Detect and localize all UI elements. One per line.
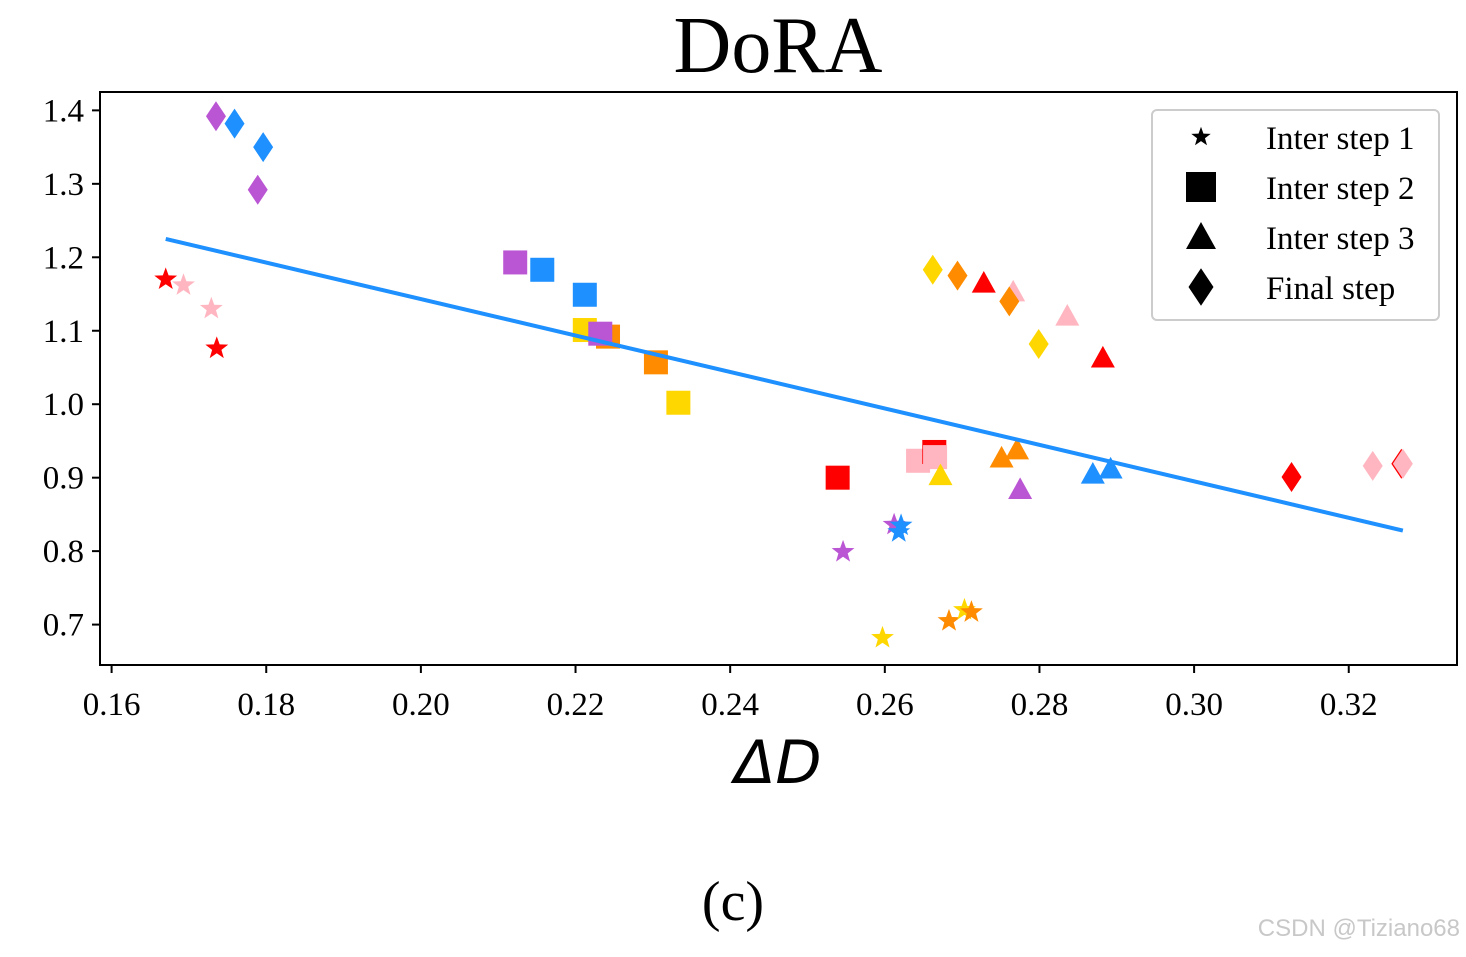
y-tick-label: 1.2: [43, 240, 84, 276]
legend-box: [1151, 109, 1440, 321]
trend-line: [165, 236, 1404, 533]
x-tick-label: 0.30: [1165, 687, 1223, 723]
x-tick-label: 0.24: [701, 687, 759, 723]
x-tick-label: 0.16: [83, 687, 141, 723]
data-point-star: [172, 273, 195, 295]
x-tick-label: 0.28: [1011, 687, 1069, 723]
x-axis-label: ΔD: [730, 728, 821, 798]
data-point-triangle: [1055, 304, 1080, 326]
data-point-star: [937, 608, 961, 631]
x-tick-label: 0.26: [856, 687, 914, 723]
y-tick-label: 0.9: [43, 461, 84, 497]
chart-title: DoRA: [674, 2, 883, 90]
figure-caption: (c): [701, 871, 765, 933]
legend-label: Inter step 1: [1266, 121, 1414, 157]
data-point-square: [503, 250, 528, 275]
data-point-star: [199, 296, 223, 319]
y-tick-label: 1.3: [43, 167, 84, 203]
plot-frame: [99, 91, 1458, 666]
data-point-diamond: [1362, 450, 1383, 481]
legend-marker-square: [1186, 172, 1216, 202]
y-tick-label: 0.8: [43, 534, 84, 570]
data-point-diamond: [224, 108, 245, 139]
data-point-diamond: [1392, 448, 1413, 479]
data-point-diamond: [1028, 328, 1049, 359]
data-point-diamond: [922, 254, 943, 285]
data-point-triangle: [1080, 462, 1105, 484]
data-point-square: [923, 445, 948, 470]
x-tick-label: 0.32: [1320, 687, 1378, 723]
legend-marker-triangle: [1186, 222, 1216, 249]
data-point-diamond: [947, 260, 968, 291]
y-tick-label: 1.1: [43, 314, 84, 350]
y-tick-label: 0.7: [43, 608, 84, 644]
data-point-star: [960, 600, 983, 622]
data-point-star: [154, 267, 178, 290]
y-tick-label: 1.0: [43, 387, 84, 423]
data-point-diamond: [999, 286, 1020, 317]
data-point-triangle: [928, 463, 953, 486]
x-tick-label: 0.20: [392, 687, 450, 723]
legend-marker-star: [1191, 126, 1211, 146]
data-point-triangle: [1090, 345, 1115, 368]
data-point-square: [666, 390, 691, 415]
watermark: CSDN @Tiziano68: [1257, 915, 1460, 942]
data-point-triangle: [989, 445, 1014, 468]
data-point-square: [530, 257, 555, 282]
legend-label: Final step: [1266, 271, 1395, 307]
data-point-star: [205, 336, 229, 359]
data-point-diamond: [205, 101, 226, 132]
x-tick-label: 0.18: [237, 687, 295, 723]
data-point-star: [831, 539, 855, 562]
y-tick-label: 1.4: [43, 93, 84, 129]
data-point-triangle: [1098, 456, 1123, 479]
x-tick-label: 0.22: [547, 687, 605, 723]
legend-label: Inter step 2: [1266, 171, 1414, 207]
data-point-diamond: [1281, 461, 1302, 492]
data-point-diamond: [247, 174, 268, 205]
data-point-diamond: [253, 132, 274, 163]
legend-marker-diamond: [1188, 268, 1214, 306]
data-point-triangle: [1005, 437, 1030, 460]
data-point-square: [825, 465, 850, 490]
data-point-star: [889, 513, 913, 536]
data-point-triangle: [1008, 477, 1033, 500]
data-point-square: [572, 282, 597, 307]
data-point-triangle: [971, 271, 996, 293]
data-point-star: [871, 625, 894, 648]
legend-label: Inter step 3: [1266, 221, 1414, 257]
